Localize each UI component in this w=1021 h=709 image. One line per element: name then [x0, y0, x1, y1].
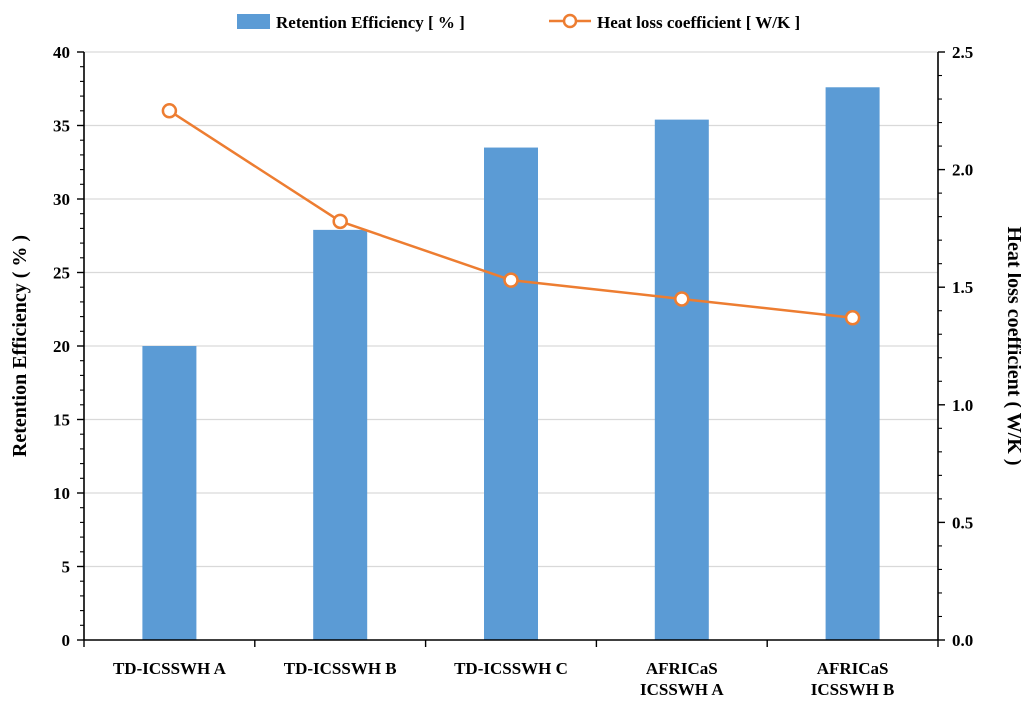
bar-retention-efficiency [484, 147, 538, 641]
point-heat-loss-coefficient [674, 291, 690, 307]
point-heat-loss-coefficient [503, 272, 519, 288]
y-right-tick-label: 1.0 [952, 396, 973, 415]
point-heat-loss-coefficient [161, 103, 178, 119]
axes: 0 5 10 15 20 25 30 35 40 0.0 0.5 1.0 1.5 2.0 2.5 TD-ICS… [53, 43, 973, 699]
line-series [161, 103, 861, 326]
x-category-label: ICSSWH A [640, 680, 724, 699]
y-right-tick-label: 0.5 [952, 513, 973, 532]
legend-swatch-heat-loss-marker [562, 13, 578, 29]
bar-retention-efficiency [825, 87, 880, 640]
y-left-tick-label: 10 [53, 484, 70, 503]
y-right-tick-label: 0.0 [952, 631, 973, 650]
x-category-label: AFRICaS [646, 659, 718, 678]
bar-retention-efficiency [142, 346, 197, 640]
y-left-tick-label: 40 [53, 43, 70, 62]
x-category-label: ICSSWH B [811, 680, 895, 699]
x-category-label: TD-ICSSWH C [454, 659, 568, 678]
x-category-label: TD-ICSSWH A [113, 659, 227, 678]
legend-label-retention: Retention Efficiency [ % ] [276, 13, 465, 32]
y-right-tick-label: 2.5 [952, 43, 973, 62]
y-right-tick-label: 2.0 [952, 161, 973, 180]
y-right-tick-label: 1.5 [952, 278, 973, 297]
bar-series [142, 87, 880, 641]
legend: Retention Efficiency [ % ] Heat loss coe… [237, 13, 800, 32]
y-axis-title-left: Retention Efficiency ( % ) [9, 235, 31, 457]
y-left-tick-label: 35 [53, 117, 70, 136]
y-axis-title-right: Heat loss coefficient ( W/K ) [1003, 226, 1021, 465]
legend-swatch-retention [237, 14, 270, 29]
y-left-tick-label: 5 [62, 558, 71, 577]
point-heat-loss-coefficient [332, 213, 348, 230]
y-left-tick-label: 25 [53, 264, 70, 283]
bar-retention-efficiency [654, 119, 709, 641]
y-left-tick-label: 15 [53, 411, 70, 430]
y-left-tick-label: 30 [53, 190, 70, 209]
bar-retention-efficiency [313, 229, 368, 640]
y-left-tick-label: 20 [53, 337, 70, 356]
x-category-label: AFRICaS [817, 659, 889, 678]
point-heat-loss-coefficient [844, 310, 861, 326]
y-left-tick-label: 0 [62, 631, 71, 650]
x-category-label: TD-ICSSWH B [284, 659, 397, 678]
legend-label-heat-loss: Heat loss coefficient [ W/K ] [597, 13, 800, 32]
